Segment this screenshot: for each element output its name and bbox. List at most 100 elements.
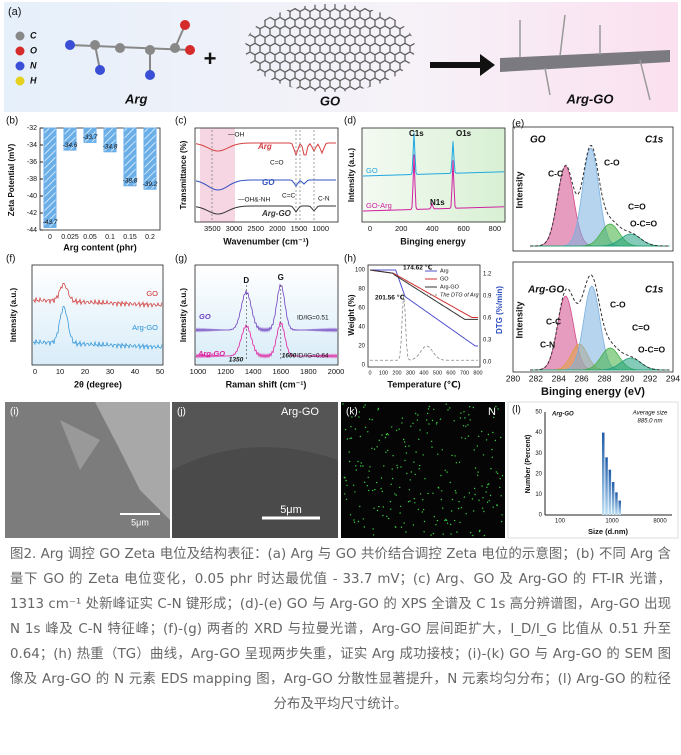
y-tick-label: 30 [535,451,542,457]
dot [431,446,433,448]
value-label: -39.2 [143,181,158,188]
x-tick-label: 1400 [245,367,262,376]
dot [485,491,487,493]
value-label: -34.6 [63,142,78,149]
x-tick-label: 286 [574,373,588,383]
stat-label: Average size [632,411,668,417]
dot [485,439,488,441]
dot [416,419,419,421]
x-tick-label: 2500 [247,224,264,233]
x-tick-label: 0.15 [123,234,137,241]
dot [500,436,502,439]
dot [433,516,435,518]
dot [424,478,426,480]
dot [454,490,457,492]
dot [353,521,356,523]
dot [357,460,359,463]
dot [381,490,384,493]
dot [380,477,383,479]
x-tick-label: 20 [81,367,89,376]
dot [472,534,474,537]
position-label: 1350 [229,357,244,364]
dot [394,526,396,528]
value-label: -43.7 [43,219,58,226]
dot [360,462,362,464]
dot [440,474,442,477]
dot [500,520,503,523]
dot [473,510,475,512]
band-label: D [243,276,249,285]
hist-bar [602,432,605,515]
curve-label: GO [262,178,275,187]
dot [496,504,498,506]
legend-atom: C [30,30,37,40]
dot [490,408,493,411]
dot [346,438,349,440]
dot [472,406,474,409]
value-label: -34.8 [103,144,118,151]
curve [195,142,336,157]
label: + [204,46,217,71]
x-tick-label: 200 [392,370,401,376]
dot [477,435,480,438]
y-axis-label: Intensity (a.u.) [9,288,18,343]
dot [404,445,407,448]
dot [414,502,416,504]
x-tick-label: 290 [620,373,634,383]
dot [432,532,435,535]
dot [358,411,361,413]
peak-label: O-C=O [638,344,666,354]
arrow [430,54,495,76]
x-tick-label: 0.025 [61,234,79,241]
x-axis-label: Binging energy (eV) [541,386,645,398]
element-label: N [488,406,496,418]
x-tick-label: 1000 [312,224,329,233]
dot [481,507,484,509]
dot [405,452,408,454]
legend-atom: O [30,45,37,55]
legend-label: The DTG of Arg [440,292,480,298]
dot [344,428,347,431]
dot [495,471,497,473]
dot [422,454,424,456]
curve-label: Arg-GO [197,349,225,358]
dot [349,514,352,516]
annotation: C=O [270,160,284,167]
dot [363,406,365,408]
curve-label: GO-Arg [366,201,392,210]
flake [60,420,100,470]
dot [350,437,353,439]
panel-label: (f) [6,254,15,265]
dot [377,409,379,411]
dot [412,524,415,526]
dot [399,512,401,514]
hist-bar [608,469,612,515]
dot [373,448,376,450]
dot [368,418,371,420]
value-label: -38.8 [123,178,138,185]
dot [383,465,385,467]
x-tick-label: 282 [529,373,543,383]
dot [477,474,479,476]
y-tick-label: -34 [27,142,37,149]
peak-label: C-N [540,339,555,349]
dot [494,439,497,442]
dot [487,433,490,436]
x-axis-label: Binging energy [400,236,466,246]
x-tick-label: 0 [33,367,37,376]
y-tick-label: 20 [535,471,542,477]
dot [378,505,380,508]
annotation: C=C [282,193,295,200]
dot [501,514,503,516]
x-tick-label: 700 [460,370,469,376]
plot-frame [512,261,674,373]
shade [200,128,235,222]
dot [401,417,404,419]
dot [394,493,396,495]
x-tick-label: 1200 [217,367,234,376]
dot [457,507,460,510]
y-axis-label: Intensity [514,301,524,338]
dot [460,412,462,414]
x-axis-label: 2θ (degree) [74,379,122,389]
dot [449,407,451,409]
